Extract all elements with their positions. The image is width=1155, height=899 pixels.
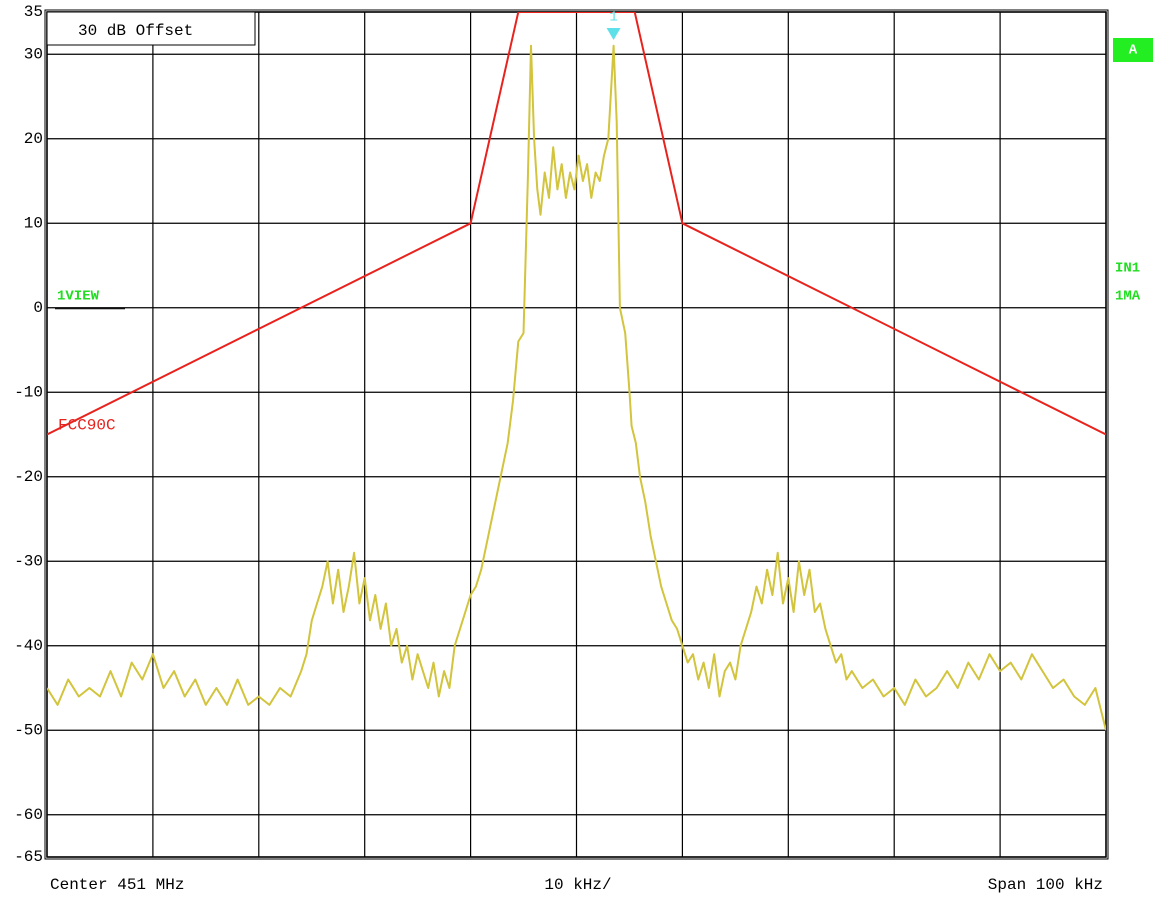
y-tick-label: 10 [24,214,43,232]
status-box [1113,38,1153,62]
limit-name: FCC90C [58,417,116,435]
y-tick-label: 0 [33,299,43,317]
offset-box [46,11,256,46]
y-tick-label: -50 [14,721,43,739]
y-tick-label: -65 [14,848,43,866]
y-tick-label: -20 [14,468,43,486]
marker [606,28,621,40]
grid [46,11,1107,858]
offset-label: 30 dB Offset [78,22,193,40]
y-tick-label: -40 [14,637,43,655]
y-tick-label: 35 [24,3,43,21]
mode-label: 1MA [1115,289,1141,305]
center-label: Center 451 MHz [50,876,184,894]
view-label: 1VIEW [57,288,100,304]
y-tick-label: -30 [14,552,43,570]
status-label: A [1129,43,1138,59]
y-tick-label: -10 [14,383,43,401]
y-tick-label: -60 [14,806,43,824]
division-label: 10 kHz/ [544,876,611,894]
span-label: Span 100 kHz [988,876,1103,894]
y-tick-label: 20 [24,130,43,148]
series-line [47,12,1106,436]
series-line [47,44,1106,731]
plot-frame-outer [44,9,1109,860]
input-label: IN1 [1115,261,1140,277]
y-tick-label: 30 [24,45,43,63]
marker-label: 1 [609,10,617,26]
